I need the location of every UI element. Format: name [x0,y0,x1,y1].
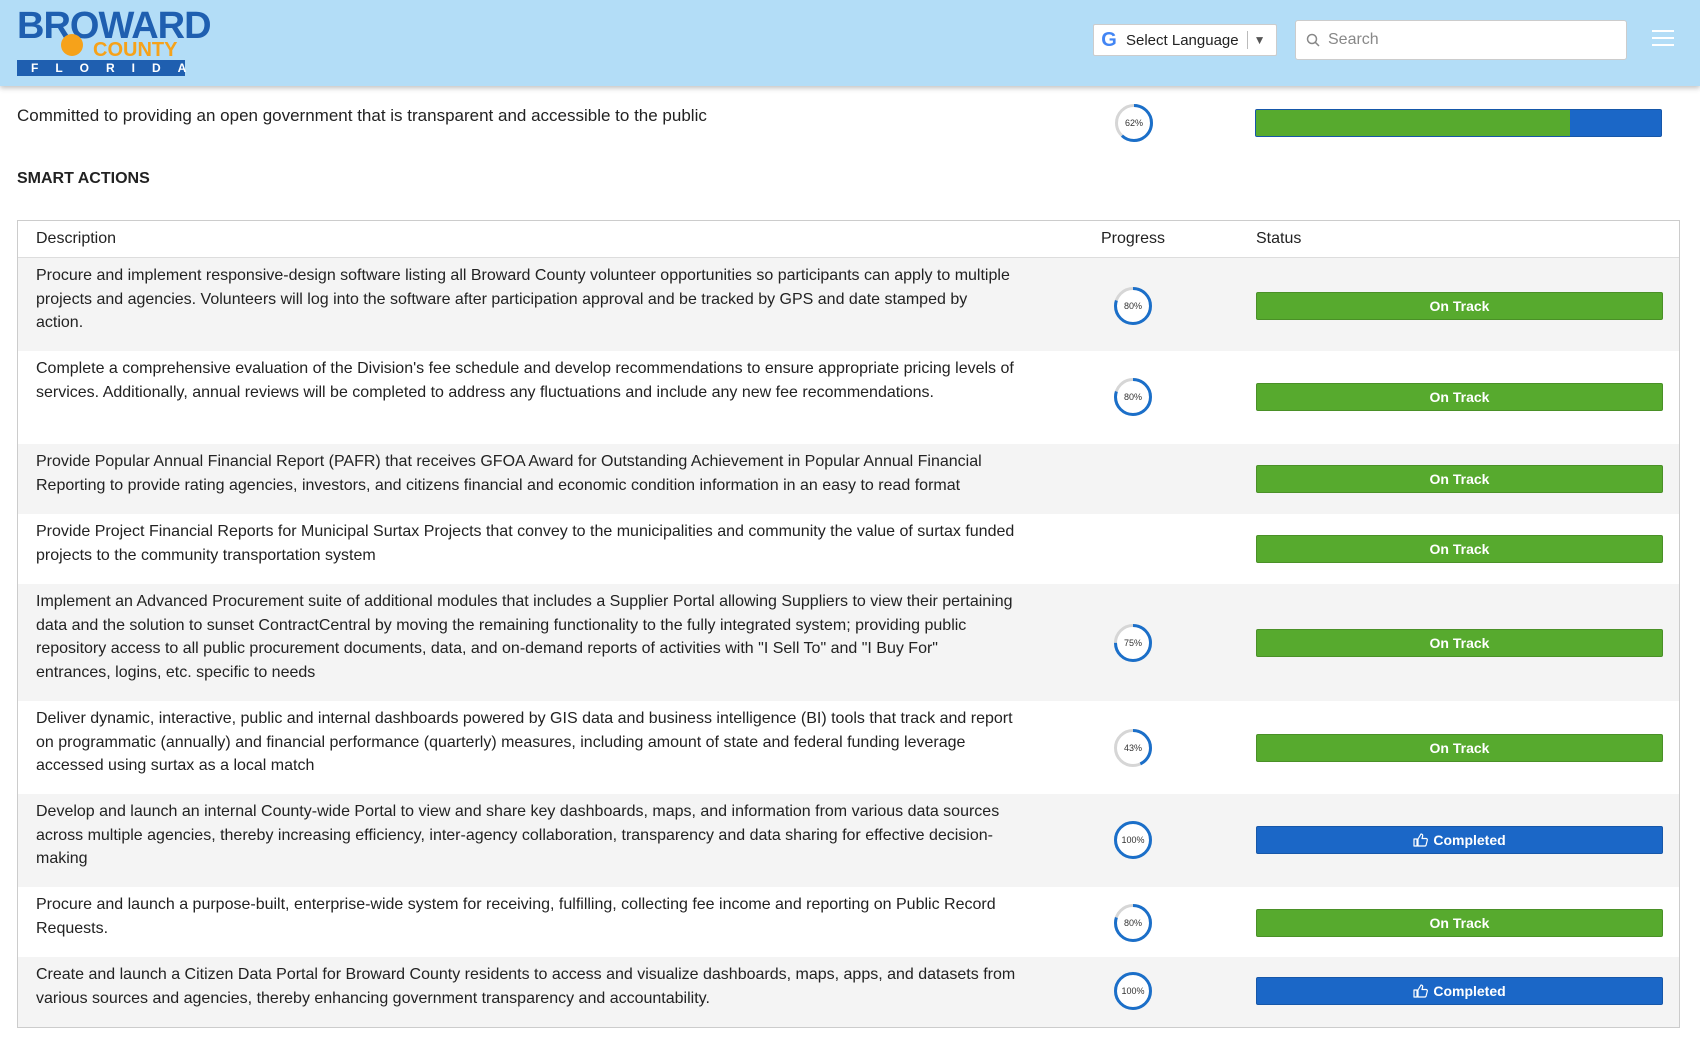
progress-ring: 80% [1114,378,1152,416]
column-header-description: Description [36,230,117,247]
table-row: Complete a comprehensive evaluation of t… [18,351,1679,444]
progress-label: 80% [1124,392,1142,402]
row-description: Develop and launch an internal County-wi… [36,803,1000,867]
table-row: Procure and launch a purpose-built, ente… [18,887,1679,957]
status-badge: On Track [1256,383,1663,411]
progress-label: 43% [1124,743,1142,753]
progress-ring-arc [1114,972,1152,1010]
status-label: Completed [1433,983,1506,999]
goal-progress-label: 62% [1125,118,1143,128]
progress-ring-arc [1114,287,1152,325]
search-input[interactable] [1328,31,1608,49]
thumbs-up-icon [1413,833,1429,847]
language-select[interactable]: G Select Language ▼ [1093,24,1277,56]
column-header-status: Status [1256,230,1302,247]
status-label: Completed [1433,832,1506,848]
progress-ring: 100% [1114,821,1152,859]
divider [1246,31,1248,49]
status-label: On Track [1429,740,1490,756]
progress-label: 75% [1124,638,1142,648]
status-label: On Track [1429,915,1490,931]
table-row: Implement an Advanced Procurement suite … [18,584,1679,701]
table-row: Provide Project Financial Reports for Mu… [18,514,1679,584]
table-header: Description Progress Status [18,221,1679,258]
table-row: Deliver dynamic, interactive, public and… [18,701,1679,794]
hamburger-menu-icon[interactable] [1652,30,1674,48]
smart-actions-table: Description Progress Status Procure and … [17,220,1680,1028]
progress-label: 80% [1124,301,1142,311]
status-label: On Track [1429,471,1490,487]
status-badge: On Track [1256,535,1663,563]
status-badge: Completed [1256,977,1663,1005]
status-label: On Track [1429,541,1490,557]
table-row: Create and launch a Citizen Data Portal … [18,957,1679,1027]
progress-ring: 80% [1114,904,1152,942]
logo-line-broward: BROWARD [17,5,212,47]
progress-ring-arc [1114,624,1152,662]
progress-ring: 43% [1114,729,1152,767]
google-icon: G [1101,28,1117,51]
section-title: SMART ACTIONS [17,170,150,187]
broward-county-logo[interactable]: BROWARD COUNTY FLORIDA [17,6,212,76]
status-label: On Track [1429,635,1490,651]
progress-label: 100% [1121,835,1144,845]
logo-line-florida: FLORIDA [17,60,186,76]
language-select-label: Select Language [1126,31,1239,49]
row-description: Provide Project Financial Reports for Mu… [36,523,1015,564]
search-icon [1306,33,1320,47]
progress-ring-arc [1114,821,1152,859]
table-row: Procure and implement responsive-design … [18,258,1679,351]
table-row: Develop and launch an internal County-wi… [18,794,1679,887]
progress-ring: 100% [1114,972,1152,1010]
status-label: On Track [1429,389,1490,405]
thumbs-up-icon [1413,984,1429,998]
progress-ring-arc [1114,378,1152,416]
table-row: Provide Popular Annual Financial Report … [18,444,1679,514]
progress-label: 100% [1121,986,1144,996]
row-description: Provide Popular Annual Financial Report … [36,453,982,494]
status-badge: On Track [1256,465,1663,493]
column-header-progress: Progress [1101,230,1166,247]
status-label: On Track [1429,298,1490,314]
row-description: Implement an Advanced Procurement suite … [36,593,1013,681]
row-description: Procure and launch a purpose-built, ente… [36,896,996,937]
site-header: BROWARD COUNTY FLORIDA G Select Language… [0,0,1700,86]
goal-progress-ring: 62% [1115,104,1153,142]
caret-down-icon: ▼ [1253,33,1266,47]
row-description: Procure and implement responsive-design … [36,267,1010,331]
progress-ring: 80% [1114,287,1152,325]
logo-line-county: COUNTY [93,39,178,61]
row-description: Complete a comprehensive evaluation of t… [36,360,1014,401]
progress-ring: 75% [1114,624,1152,662]
goal-progress-bar [1255,109,1662,137]
row-description: Create and launch a Citizen Data Portal … [36,966,1016,1007]
status-badge: On Track [1256,909,1663,937]
status-badge: Completed [1256,826,1663,854]
row-description: Deliver dynamic, interactive, public and… [36,710,1013,774]
status-badge: On Track [1256,629,1663,657]
progress-label: 80% [1124,918,1142,928]
sun-icon [61,34,83,56]
goal-description: Committed to providing an open governmen… [17,106,707,125]
search-box [1295,20,1627,60]
progress-ring-arc [1114,904,1152,942]
status-badge: On Track [1256,734,1663,762]
goal-progress-fill [1256,110,1570,136]
progress-ring-arc [1114,729,1152,767]
status-badge: On Track [1256,292,1663,320]
